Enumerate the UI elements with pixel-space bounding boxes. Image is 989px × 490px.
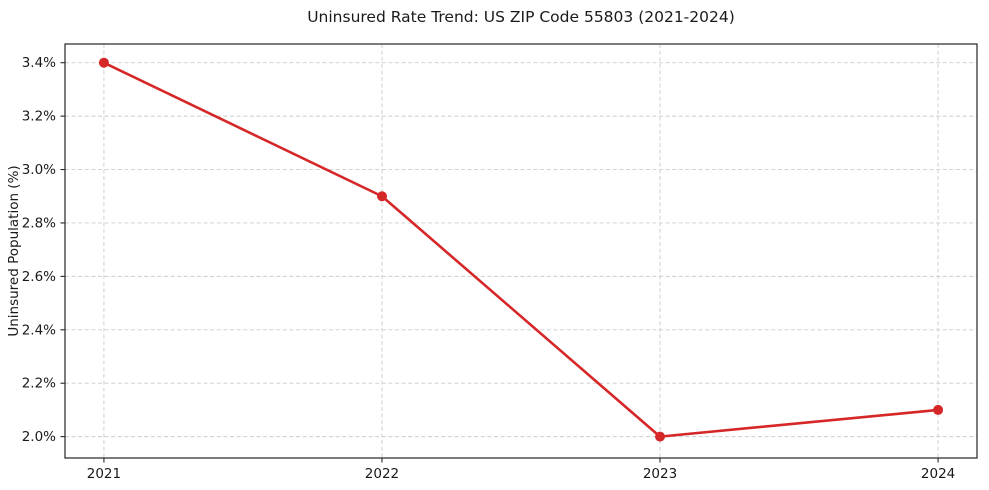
y-tick-label: 3.0% — [22, 162, 56, 178]
plot-border — [64, 43, 978, 459]
y-tick-label: 2.2% — [22, 376, 56, 392]
x-tick-label: 2023 — [643, 466, 677, 482]
y-tick-label: 3.4% — [22, 55, 56, 71]
x-tick-label: 2022 — [365, 466, 399, 482]
data-point — [655, 431, 666, 442]
y-tick-label: 2.8% — [22, 215, 56, 231]
trend-line — [102, 61, 940, 438]
y-tick-label: 2.0% — [22, 429, 56, 445]
x-tick-label: 2024 — [921, 466, 955, 482]
data-point — [98, 57, 109, 68]
y-tick-label: 3.2% — [22, 109, 56, 125]
y-tick-label: 2.6% — [22, 269, 56, 285]
data-point — [376, 191, 387, 202]
data-point — [933, 404, 944, 415]
x-tick-label: 2021 — [87, 466, 121, 482]
chart-title: Uninsured Rate Trend: US ZIP Code 55803 … — [307, 8, 735, 26]
y-tick-label: 2.4% — [22, 322, 56, 338]
